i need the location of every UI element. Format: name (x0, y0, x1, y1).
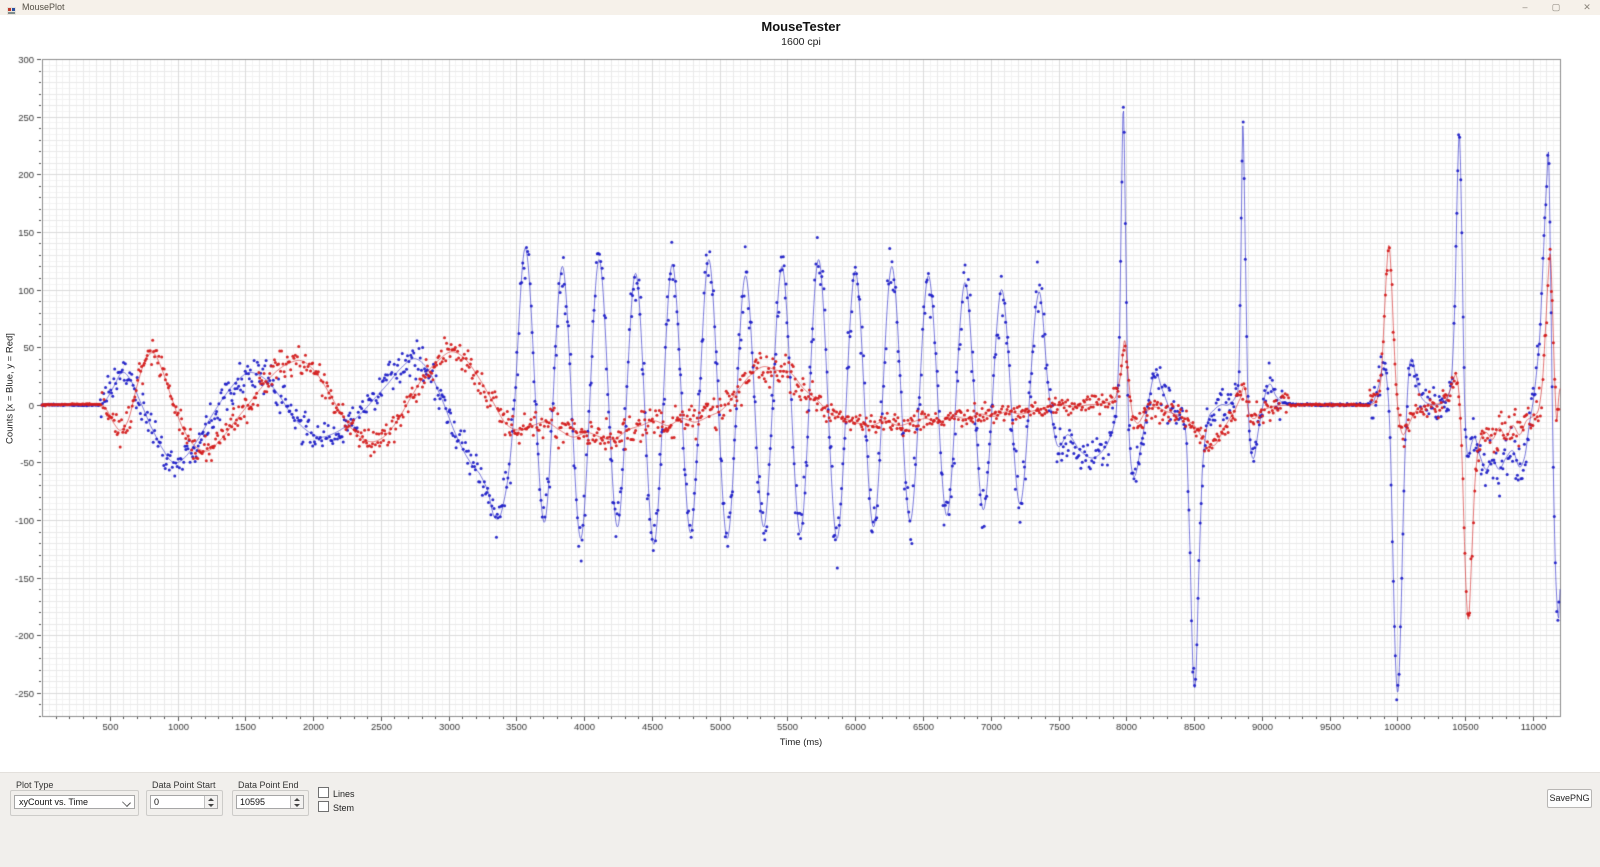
y-axis-label: Counts [x = Blue, y = Red] (4, 333, 16, 444)
control-panel: Plot Type xyCount vs. Time Data Point St… (0, 772, 1600, 867)
chart-area: MouseTester 1600 cpi Counts [x = Blue, y… (0, 15, 1600, 772)
plot-type-dropdown[interactable]: xyCount vs. Time (14, 795, 135, 809)
spin-down-button[interactable] (205, 802, 217, 808)
arrow-up-icon (208, 798, 214, 801)
chevron-down-icon (122, 798, 131, 807)
close-button[interactable]: ✕ (1583, 2, 1591, 12)
chart-title: MouseTester (761, 19, 841, 34)
lines-checkbox-label: Lines (333, 789, 355, 799)
plot-type-group: Plot Type xyCount vs. Time (10, 780, 139, 816)
save-png-button[interactable]: SavePNG (1547, 789, 1592, 808)
data-point-start-group: Data Point Start 0 (146, 780, 223, 816)
spin-down-button[interactable] (291, 802, 303, 808)
app-icon (7, 3, 17, 15)
data-point-end-input[interactable]: 10595 (236, 795, 304, 809)
x-axis-label: Time (ms) (779, 737, 823, 748)
plot-type-label: Plot Type (14, 780, 56, 790)
plot-type-value: xyCount vs. Time (19, 797, 89, 807)
chart-subtitle: 1600 cpi (781, 36, 821, 48)
window-title: MousePlot (22, 2, 65, 12)
data-point-end-spinner (290, 796, 303, 808)
data-point-start-input[interactable]: 0 (150, 795, 218, 809)
arrow-down-icon (208, 804, 214, 807)
minimize-button[interactable]: – (1522, 2, 1528, 12)
data-point-start-label: Data Point Start (150, 780, 218, 790)
title-bar: MousePlot – ▢ ✕ (0, 0, 1600, 16)
data-point-end-label: Data Point End (236, 780, 301, 790)
arrow-down-icon (294, 804, 300, 807)
checkbox-icon (318, 787, 329, 798)
stem-checkbox-label: Stem (333, 803, 355, 813)
maximize-button[interactable]: ▢ (1551, 2, 1561, 12)
data-point-end-value: 10595 (240, 797, 266, 807)
data-point-end-group: Data Point End 10595 (232, 780, 309, 816)
plot-canvas (0, 15, 1600, 772)
data-point-start-spinner (204, 796, 217, 808)
checkbox-icon (318, 801, 329, 812)
stem-checkbox[interactable]: Stem (318, 801, 355, 813)
arrow-up-icon (294, 798, 300, 801)
data-point-start-value: 0 (154, 797, 160, 807)
lines-checkbox[interactable]: Lines (318, 787, 355, 799)
